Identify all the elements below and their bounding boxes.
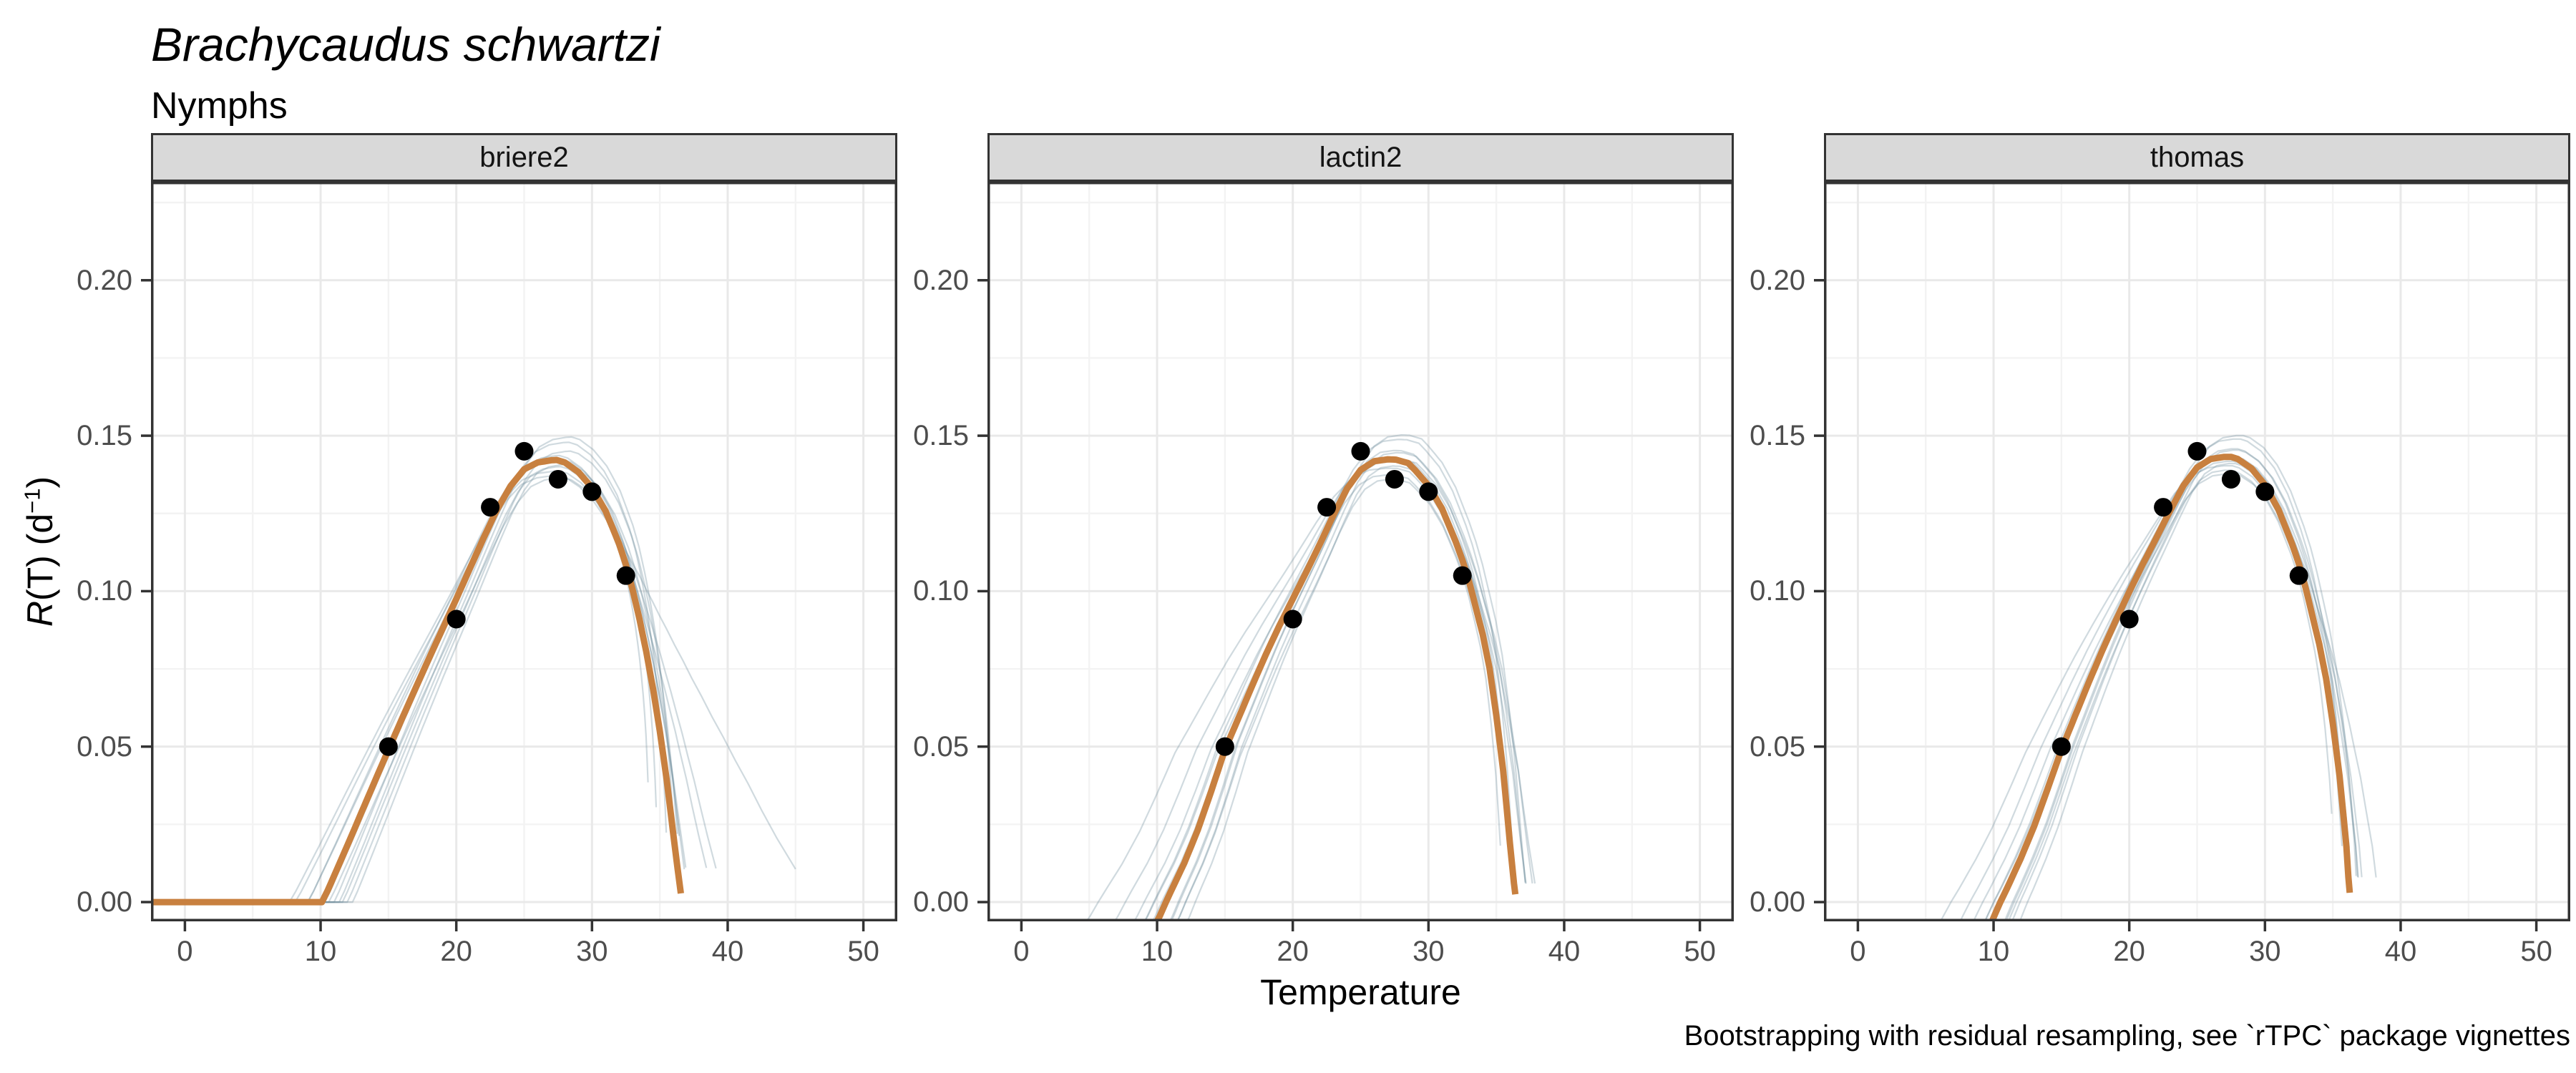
y-tick-label: 0.05 [77,730,132,763]
data-point [1453,566,1472,585]
y-tick-label: 0.00 [913,886,969,918]
x-tick-label: 40 [1548,936,1581,967]
facet-strip-label: lactin2 [1319,141,1402,173]
y-tick-label: 0.00 [77,886,132,918]
x-tick-label: 0 [1850,936,1866,967]
x-tick-label: 0 [177,936,193,967]
y-axis-title-close: ) [20,476,60,489]
data-point [1317,498,1337,517]
y-tick-label: 0.20 [77,264,132,296]
x-tick-label: 20 [1277,936,1309,967]
x-tick-label: 10 [1977,936,2010,967]
bootstrap-curve [1143,438,1513,921]
x-tick-label: 20 [2113,936,2145,967]
facet-panel-thomas [1814,182,2570,931]
data-point [1215,737,1234,756]
panel-border [1824,182,2570,921]
y-tick-label: 0.10 [913,575,969,607]
x-tick-label: 10 [304,936,337,967]
y-tick-label: 0.15 [77,420,132,452]
x-tick-label: 0 [1013,936,1030,967]
x-tick-label: 30 [2249,936,2281,967]
plot-caption: Bootstrapping with residual resampling, … [1684,1020,2570,1052]
x-tick-label: 40 [2384,936,2417,967]
data-point [2289,566,2308,585]
x-tick-label: 50 [1684,936,1716,967]
y-tick-label: 0.20 [913,264,969,296]
x-tick-label: 50 [847,936,879,967]
bootstrap-curve [1176,451,1526,921]
facet-panel-briere2 [141,182,897,931]
data-point [1351,441,1370,461]
fit-curve-lactin2 [1153,456,1519,921]
data-point [548,469,567,489]
x-tick-label: 50 [2520,936,2552,967]
data-point [1419,482,1438,501]
plot-title: Brachycaudus schwartzi [151,18,660,71]
facet-strip-label: thomas [2150,141,2245,173]
data-point [1385,469,1404,489]
facet-strip-thomas: thomas [1824,133,2570,182]
panel-border [987,182,1734,921]
data-point [379,737,398,756]
x-axis-title: Temperature [1260,972,1461,1012]
data-point [2221,469,2240,489]
data-point [2255,482,2275,501]
x-tick-label: 30 [1413,936,1445,967]
bootstrap-curve [1176,478,1501,921]
bootstrap-curve [1113,459,1510,921]
x-tick-label: 30 [576,936,608,967]
y-tick-label: 0.15 [913,420,969,452]
data-point [2154,498,2173,517]
data-point [616,566,635,585]
x-tick-label: 40 [711,936,744,967]
data-point [2187,441,2207,461]
bootstrap-curve [2007,469,2333,921]
data-point [2051,737,2071,756]
panel-border [151,182,897,921]
bootstrap-curve [2005,448,2348,921]
y-tick-label: 0.05 [913,730,969,763]
data-point [582,482,602,501]
y-tick-label: 0.05 [1750,730,1805,763]
data-point [514,441,534,461]
facet-strip-briere2: briere2 [151,133,897,182]
y-tick-label: 0.15 [1750,420,1805,452]
x-tick-label: 10 [1141,936,1174,967]
bootstrap-curve [2011,449,2358,921]
y-tick-label: 0.20 [1750,264,1805,296]
data-point [481,498,500,517]
data-point [2119,609,2139,629]
data-point [1283,609,1302,629]
facet-strip-label: briere2 [479,141,569,173]
x-tick-label: 20 [440,936,472,967]
plot-subtitle: Nymphs [151,85,288,127]
facet-panel-lactin2 [977,182,1734,931]
data-point [447,609,466,629]
y-tick-label: 0.10 [77,575,132,607]
y-tick-label: 0.10 [1750,575,1805,607]
y-axis-title-sup: −1 [19,488,45,514]
y-tick-label: 0.00 [1750,886,1805,918]
facet-strip-lactin2: lactin2 [987,133,1734,182]
